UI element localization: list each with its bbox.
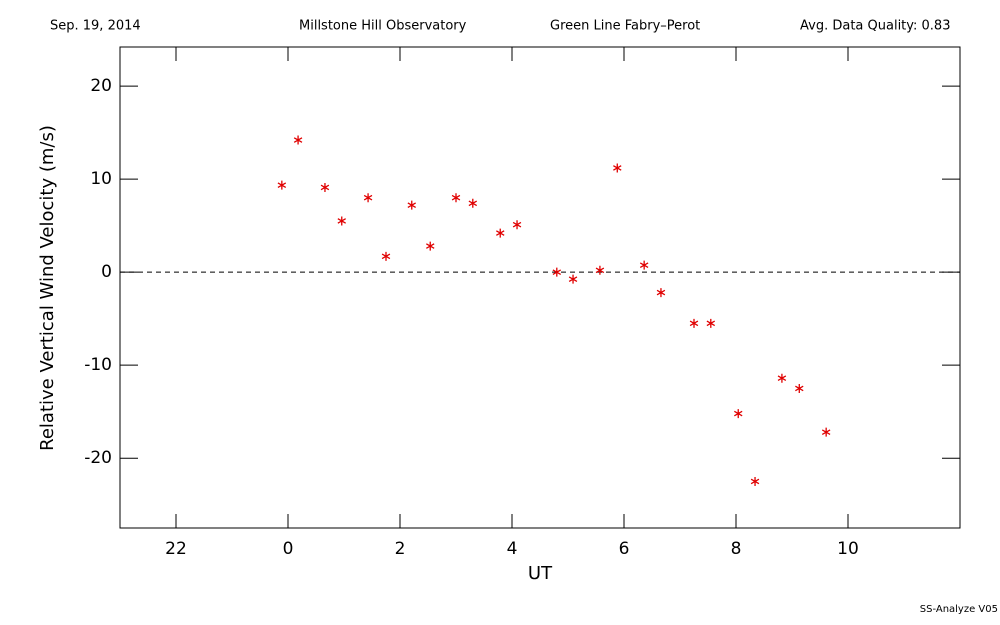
x-axis-label: UT: [528, 563, 553, 584]
data-point: [568, 274, 578, 284]
data-point: [613, 163, 622, 173]
x-tick-label: 4: [507, 539, 518, 559]
data-point: [639, 260, 649, 270]
y-axis-label: Relative Vertical Wind Velocity (m/s): [37, 125, 58, 451]
data-point: [451, 193, 461, 203]
data-point: [706, 318, 716, 328]
data-point: [468, 198, 478, 208]
data-point: [337, 216, 346, 226]
plot-frame: [119, 46, 961, 529]
data-point: [656, 288, 666, 298]
data-point: [293, 135, 303, 145]
y-tick-label: 20: [90, 76, 112, 96]
instrument: Green Line Fabry–Perot: [550, 19, 700, 34]
y-tick-label: -10: [84, 355, 112, 375]
quality: Avg. Data Quality: 0.83: [800, 19, 950, 34]
data-point: [426, 241, 435, 251]
data-point: [595, 265, 605, 275]
data-point: [795, 383, 804, 393]
data-point: [496, 228, 505, 238]
data-point: [363, 193, 373, 203]
date: Sep. 19, 2014: [50, 19, 141, 34]
data-point: [381, 251, 391, 261]
data-point: [407, 200, 416, 210]
data-point: [277, 180, 287, 190]
observatory: Millstone Hill Observatory: [299, 19, 467, 34]
x-tick-label: 0: [283, 539, 294, 559]
data-point: [689, 318, 699, 328]
x-tick-label: 10: [837, 539, 859, 559]
x-tick-label: 22: [165, 539, 187, 559]
x-tick-label: 6: [619, 539, 630, 559]
data-point: [821, 427, 831, 437]
y-tick-label: -20: [84, 448, 112, 468]
data-point: [734, 409, 743, 419]
y-tick-label: 10: [90, 169, 112, 189]
data-point: [750, 476, 760, 486]
y-tick-label: 0: [101, 262, 112, 282]
data-point: [320, 182, 330, 192]
footer: SS-Analyze V05: [920, 604, 998, 615]
data-point: [552, 267, 562, 277]
data-point: [512, 220, 522, 230]
data-point: [777, 373, 787, 383]
x-tick-label: 2: [395, 539, 406, 559]
x-tick-label: 8: [731, 539, 742, 559]
